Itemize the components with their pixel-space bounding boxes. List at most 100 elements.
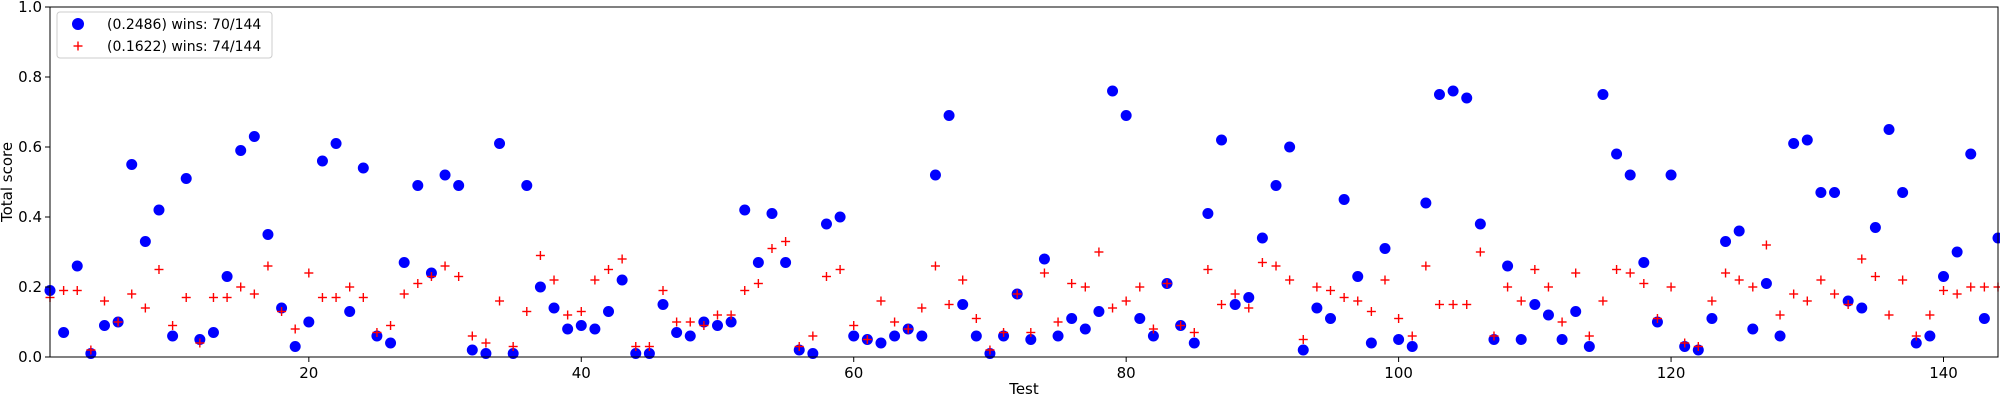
y-axis-label: Total score [0, 142, 16, 223]
red-plus-point [1721, 269, 1730, 278]
blue-circle-point [1938, 271, 1949, 282]
blue-circle-point [1107, 86, 1118, 97]
y-tick-label: 0.8 [18, 68, 42, 86]
red-plus-point [481, 339, 490, 348]
blue-circle-point [1543, 310, 1554, 321]
blue-circle-point [549, 303, 560, 314]
blue-circle-point [944, 110, 955, 121]
blue-circle-point [1243, 292, 1254, 303]
red-plus-point [100, 297, 109, 306]
legend: (0.2486) wins: 70/144 (0.1622) wins: 74/… [57, 12, 272, 58]
blue-circle-point [780, 257, 791, 268]
blue-circle-point [875, 338, 886, 349]
blue-circle-point [821, 219, 832, 230]
blue-circle-point [562, 324, 573, 335]
red-plus-point [468, 332, 477, 341]
blue-circle-point [1884, 124, 1895, 135]
blue-circle-point [1979, 313, 1990, 324]
blue-circle-point [331, 138, 342, 149]
red-plus-point [1898, 276, 1907, 285]
red-plus-point [1517, 297, 1526, 306]
blue-circle-point [1475, 219, 1486, 230]
blue-circle-point [1870, 222, 1881, 233]
blue-circle-point [1271, 180, 1282, 191]
red-plus-point [1885, 311, 1894, 320]
blue-circle-point [1284, 142, 1295, 153]
blue-circle-point [1815, 187, 1826, 198]
red-plus-point [945, 300, 954, 309]
red-plus-point [168, 321, 177, 330]
x-tick-label: 100 [1384, 364, 1413, 382]
blue-circle-point [1053, 331, 1064, 342]
blue-circle-point [1093, 306, 1104, 317]
blue-circle-point [1788, 138, 1799, 149]
blue-circle-point [576, 320, 587, 331]
blue-circle-point [1706, 313, 1717, 324]
red-plus-point [154, 265, 163, 274]
y-tick-label: 0.2 [18, 278, 42, 296]
blue-circle-point [1570, 306, 1581, 317]
blue-circle-point [1134, 313, 1145, 324]
blue-circle-point [957, 299, 968, 310]
blue-circle-point [1802, 135, 1813, 146]
blue-circle-point [1325, 313, 1336, 324]
red-plus-point [1530, 265, 1539, 274]
blue-circle-point [249, 131, 260, 142]
red-plus-point [1667, 283, 1676, 292]
blue-circle-point [1039, 254, 1050, 265]
x-tick-label: 40 [572, 364, 591, 382]
red-plus-point [1380, 276, 1389, 285]
red-plus-point [182, 293, 191, 302]
x-tick-label: 60 [844, 364, 863, 382]
blue-circle-point [1448, 86, 1459, 97]
red-plus-point [1040, 269, 1049, 278]
red-plus-point [767, 244, 776, 253]
red-plus-point [304, 269, 313, 278]
red-plus-point [1857, 255, 1866, 264]
blue-circle-point [1993, 233, 2000, 244]
red-plus-point [1476, 248, 1485, 257]
blue-circle-point [1529, 299, 1540, 310]
red-plus-point [59, 286, 68, 295]
red-plus-point [1762, 241, 1771, 250]
red-plus-point [127, 290, 136, 299]
red-plus-point [332, 293, 341, 302]
blue-circle-point [1379, 243, 1390, 254]
red-plus-point [1081, 283, 1090, 292]
red-plus-point [291, 325, 300, 334]
blue-circle-point [766, 208, 777, 219]
red-plus-point [1272, 262, 1281, 271]
blue-circle-point [1775, 331, 1786, 342]
blue-circle-point [1257, 233, 1268, 244]
blue-circle-point [1557, 334, 1568, 345]
red-plus-point [1367, 307, 1376, 316]
blue-circle-point [848, 331, 859, 342]
blue-circle-point [1352, 271, 1363, 282]
red-plus-point [359, 293, 368, 302]
blue-circle-point [1516, 334, 1527, 345]
blue-circle-point [303, 317, 314, 328]
red-plus-point [1558, 318, 1567, 327]
red-plus-point [1612, 265, 1621, 274]
red-plus-point [236, 283, 245, 292]
blue-circle-point [739, 205, 750, 216]
blue-circle-point [290, 341, 301, 352]
legend-label-series-1: (0.2486) wins: 70/144 [107, 17, 261, 33]
red-plus-point [563, 311, 572, 320]
blue-circle-point [835, 212, 846, 223]
blue-circle-point [535, 282, 546, 293]
blue-circle-point [1747, 324, 1758, 335]
red-plus-point [931, 262, 940, 271]
red-plus-point [1449, 300, 1458, 309]
red-plus-point [413, 279, 422, 288]
red-plus-point [1258, 258, 1267, 267]
blue-circle-point [99, 320, 110, 331]
red-plus-point [1435, 300, 1444, 309]
blue-circle-point [1434, 89, 1445, 100]
y-tick-label: 0.6 [18, 138, 42, 156]
blue-circle-point [617, 275, 628, 286]
red-plus-point [1735, 276, 1744, 285]
red-plus-point [808, 332, 817, 341]
red-plus-point [754, 279, 763, 288]
